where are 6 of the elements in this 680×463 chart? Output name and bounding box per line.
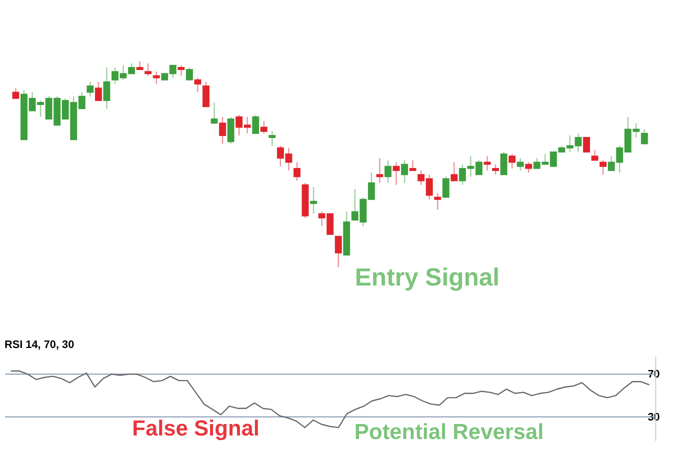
candlestick [583,137,590,152]
annotation: Potential Reversal [354,418,544,444]
candlestick [442,176,450,198]
annotation: Entry Signal [354,264,500,292]
chart-title: RSI 14, 70, 30 [4,339,74,352]
annotation: False Signal [132,416,260,441]
